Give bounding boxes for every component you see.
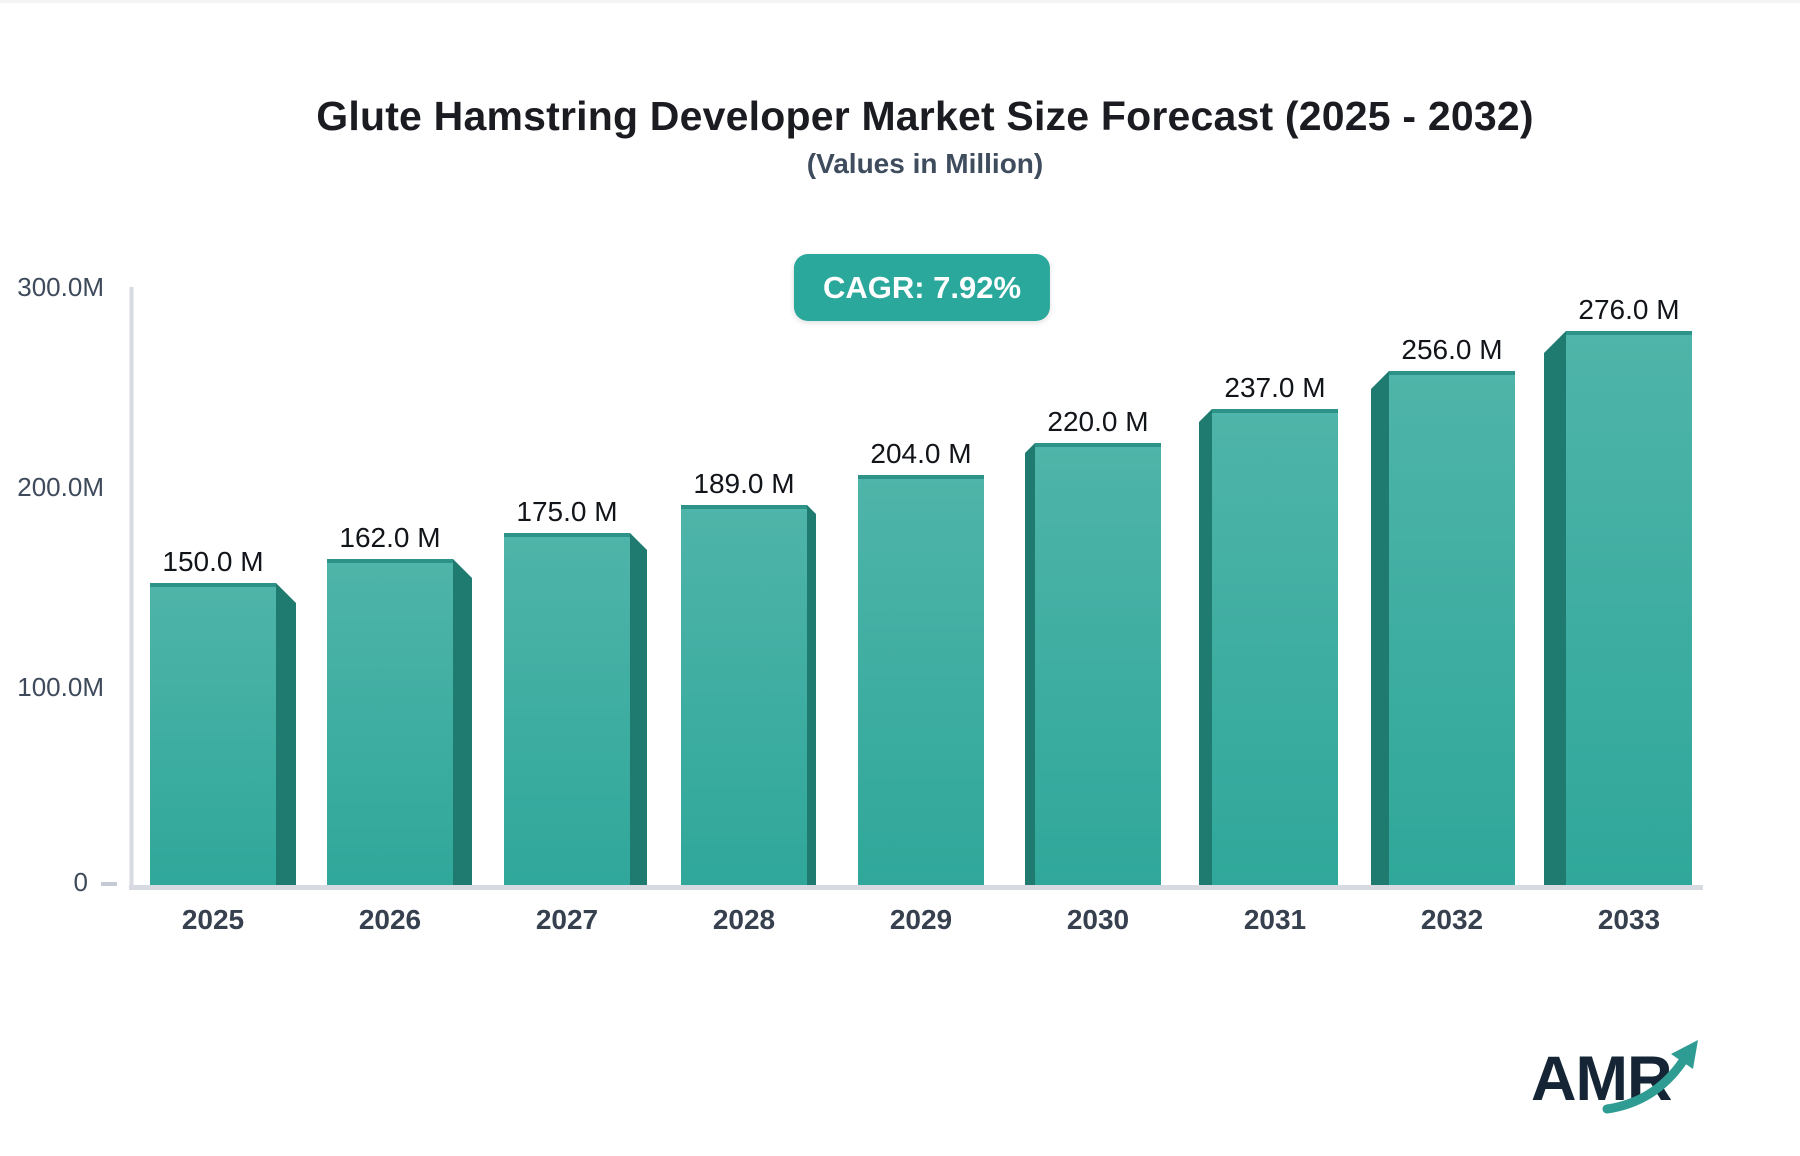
bar-value-label: 150.0 M — [162, 546, 263, 577]
x-axis-label: 2028 — [713, 904, 775, 935]
bar-top-face — [1389, 371, 1515, 375]
bar-side-face — [1544, 331, 1566, 887]
bar-front-face — [1212, 413, 1338, 887]
bar-top-face — [1035, 443, 1161, 447]
bar-value-label: 189.0 M — [693, 468, 794, 499]
amr-logo: AMR — [1531, 1033, 1761, 1138]
x-axis-label: 2026 — [359, 904, 421, 935]
bar-2027: 175.0 M — [504, 496, 647, 887]
bar-side-face — [630, 533, 647, 887]
x-axis-label: 2025 — [182, 904, 244, 935]
bar-2028: 189.0 M — [681, 468, 816, 887]
bar-top-face — [150, 583, 276, 587]
y-axis-tick-label: 100.0M — [17, 672, 104, 702]
bar-2030: 220.0 M — [1025, 406, 1161, 887]
bar-value-label: 162.0 M — [339, 522, 440, 553]
bar-top-face — [681, 505, 807, 509]
bar-side-face — [1025, 443, 1035, 887]
bar-value-label: 237.0 M — [1224, 372, 1325, 403]
chart-subtitle: (Values in Million) — [806, 148, 1044, 179]
bar-front-face — [1035, 447, 1161, 887]
cagr-badge-label: CAGR: 7.92% — [822, 270, 1022, 305]
chart-title: Glute Hamstring Developer Market Size Fo… — [316, 93, 1534, 139]
bar-value-label: 204.0 M — [870, 438, 971, 469]
bar-value-label: 175.0 M — [516, 496, 617, 527]
amr-logo-text: AMR — [1531, 1044, 1672, 1114]
x-axis-label: 2033 — [1598, 904, 1660, 935]
bar-2033: 276.0 M — [1544, 294, 1692, 887]
bar-front-face — [327, 563, 453, 887]
bar-side-face — [276, 583, 296, 887]
bar-2029: 204.0 M — [858, 438, 984, 887]
bar-top-face — [858, 475, 984, 479]
amr-logo-arrow-icon — [1602, 1040, 1698, 1114]
x-axis-label: 2029 — [890, 904, 952, 935]
bar-front-face — [1389, 375, 1515, 887]
y-axis-tick-label: 200.0M — [17, 472, 104, 502]
bar-2025: 150.0 M — [150, 546, 296, 887]
bar-2031: 237.0 M — [1199, 372, 1338, 887]
bar-front-face — [150, 587, 276, 887]
x-axis-label: 2031 — [1244, 904, 1306, 935]
x-axis-label: 2032 — [1421, 904, 1483, 935]
bar-front-face — [858, 479, 984, 887]
bar-side-face — [453, 559, 472, 887]
bar-side-face — [807, 505, 816, 887]
bar-top-face — [504, 533, 630, 537]
bar-front-face — [681, 509, 807, 887]
bar-top-face — [1566, 331, 1692, 335]
bar-2026: 162.0 M — [327, 522, 472, 887]
bar-value-label: 276.0 M — [1578, 294, 1679, 325]
bar-value-label: 256.0 M — [1401, 334, 1502, 365]
bar-top-face — [327, 559, 453, 563]
bar-side-face — [1199, 409, 1212, 887]
x-axis-label: 2030 — [1067, 904, 1129, 935]
x-axis-label: 2027 — [536, 904, 598, 935]
y-axis-tick-label: 0 — [74, 867, 88, 897]
bar-side-face — [1371, 371, 1389, 887]
bar-value-label: 220.0 M — [1047, 406, 1148, 437]
bar-2032: 256.0 M — [1371, 334, 1515, 887]
bar-front-face — [504, 537, 630, 887]
y-axis-tick-label: 300.0M — [17, 272, 104, 302]
bar-front-face — [1566, 335, 1692, 887]
bar-top-face — [1212, 409, 1338, 413]
cagr-badge: CAGR: 7.92% — [793, 254, 1051, 321]
